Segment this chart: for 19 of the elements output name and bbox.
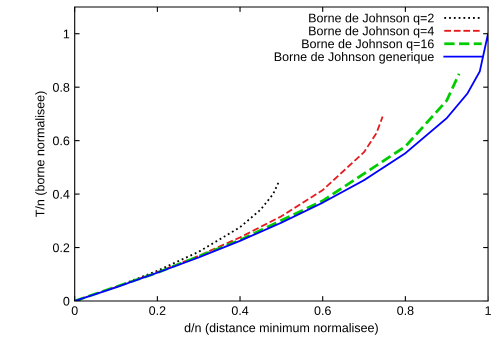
y-axis-title: T/n (borne normalisee) [35, 92, 47, 217]
y-tick-label: 0.6 [52, 136, 70, 146]
x-tick-label: 0.2 [149, 306, 166, 316]
x-tick-label: 1 [486, 306, 491, 315]
legend-label: Borne de Johnson generique [274, 52, 434, 64]
x-tick-label: 0 [72, 306, 78, 316]
y-tick-label: 1 [64, 30, 70, 38]
y-tick-label: 0 [63, 296, 70, 306]
y-tick-label: 0.4 [52, 190, 70, 199]
x-tick-label: 0.6 [314, 306, 331, 316]
y-tick-label: 0.2 [52, 243, 70, 252]
legend-label: Borne de Johnson q=4 [309, 26, 434, 38]
x-axis-title: d/n (distance minimum normalisee) [184, 323, 378, 335]
y-tick-label: 0.8 [52, 82, 70, 92]
legend-label: Borne de Johnson q=2 [309, 13, 434, 25]
x-tick-label: 0.8 [397, 306, 414, 316]
line-series [74, 72, 460, 301]
legend-label: Borne de Johnson q=16 [302, 39, 434, 51]
x-tick-label: 0.4 [232, 306, 248, 316]
